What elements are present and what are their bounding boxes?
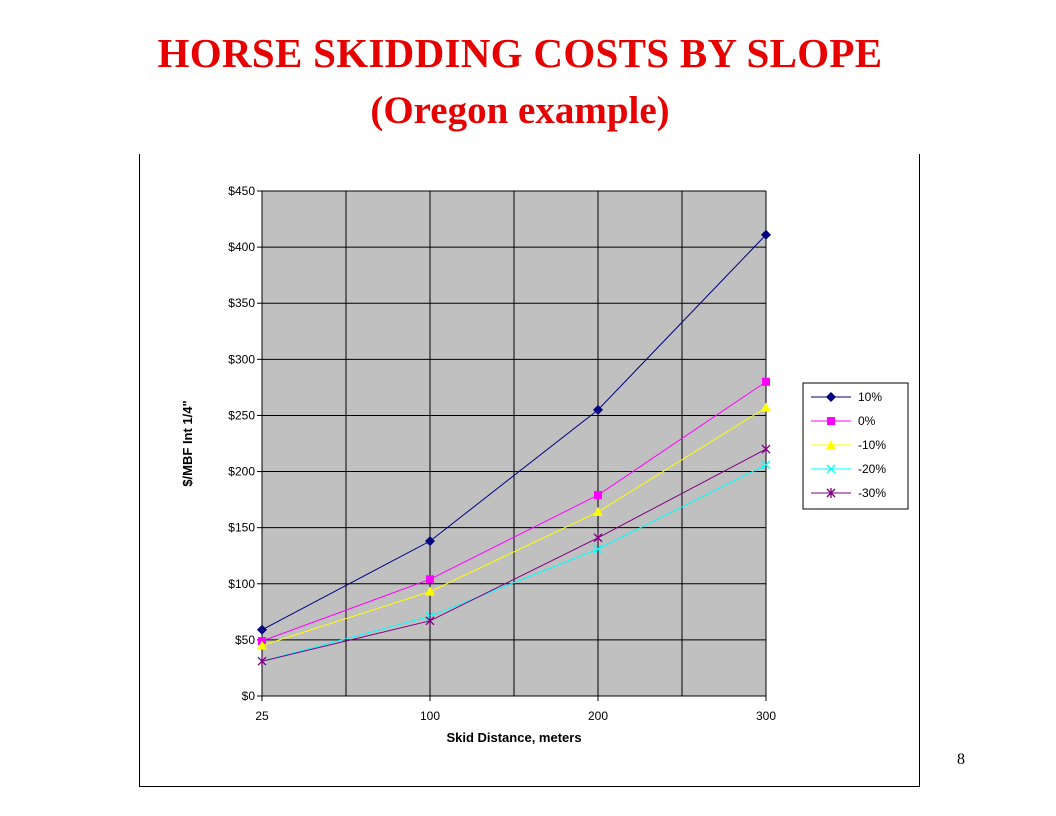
legend-swatch-marker	[827, 417, 835, 425]
y-tick-label: $150	[228, 521, 255, 535]
series-neg30pct-point	[593, 532, 603, 543]
series-10pct-point	[593, 404, 603, 415]
y-tick-label: $250	[228, 408, 255, 422]
legend-swatch-marker	[826, 440, 836, 449]
series-0pct-point	[426, 575, 434, 584]
y-tick-label: $200	[228, 465, 255, 479]
series-0pct-point	[594, 491, 602, 500]
legend-label: -30%	[858, 486, 886, 500]
legend-swatch-marker	[826, 464, 836, 474]
legend	[802, 382, 909, 510]
y-tick-label: $450	[228, 184, 255, 198]
series-neg20pct-point	[761, 460, 771, 470]
series-neg20pct-line	[261, 464, 767, 662]
title-line-1: HORSE SKIDDING COSTS BY SLOPE	[157, 30, 883, 76]
series-neg30pct-line	[261, 448, 767, 662]
legend-label: -20%	[858, 462, 886, 476]
legend-label: 0%	[858, 414, 876, 428]
title-line-2: (Oregon example)	[370, 89, 670, 132]
series-neg10pct-point	[593, 506, 603, 516]
series-neg20pct-point	[593, 544, 603, 554]
y-tick-label: $350	[228, 296, 255, 310]
y-tick-label: $300	[228, 352, 255, 366]
slide-title: HORSE SKIDDING COSTS BY SLOPE (Oregon ex…	[0, 28, 1040, 136]
x-tick-label: 200	[588, 709, 608, 723]
series-neg10pct-point	[257, 640, 267, 650]
series-0pct-point	[762, 377, 770, 386]
series-neg30pct-point	[257, 656, 267, 667]
series-neg10pct-point	[761, 402, 771, 412]
series-neg10pct-point	[425, 586, 435, 596]
legend-label: 10%	[858, 390, 882, 404]
y-tick-label: $50	[235, 633, 255, 647]
x-axis-title: Skid Distance, meters	[446, 730, 581, 745]
series-10pct-point	[761, 229, 771, 240]
series-neg30pct-point	[761, 444, 771, 455]
series-10pct-point	[257, 624, 267, 635]
series-10pct-line	[261, 234, 767, 631]
legend-swatch-marker	[826, 392, 836, 402]
series-0pct-line	[261, 381, 767, 642]
legend-swatch-marker	[826, 488, 836, 498]
x-tick-label: 300	[756, 709, 776, 723]
y-tick-label: $100	[228, 577, 255, 591]
y-axis-title: $/MBF Int 1/4"	[180, 400, 195, 486]
page-number: 8	[957, 751, 965, 768]
x-tick-label: 100	[420, 709, 440, 723]
line-chart: $0 $50 $100 $150 $200 $250 $300 $350 $400 $450 25 1…	[180, 184, 909, 745]
x-tick-label: 25	[255, 709, 269, 723]
chart-frame: $0 $50 $100 $150 $200 $250 $300 $350 $400 $450 25 1…	[139, 154, 920, 787]
y-tick-label: $0	[242, 689, 256, 703]
series-10pct-point	[425, 536, 435, 547]
legend-label: -10%	[858, 438, 886, 452]
series-neg10pct-line	[261, 407, 767, 646]
y-tick-label: $400	[228, 240, 255, 254]
series-neg30pct-point	[425, 615, 435, 626]
